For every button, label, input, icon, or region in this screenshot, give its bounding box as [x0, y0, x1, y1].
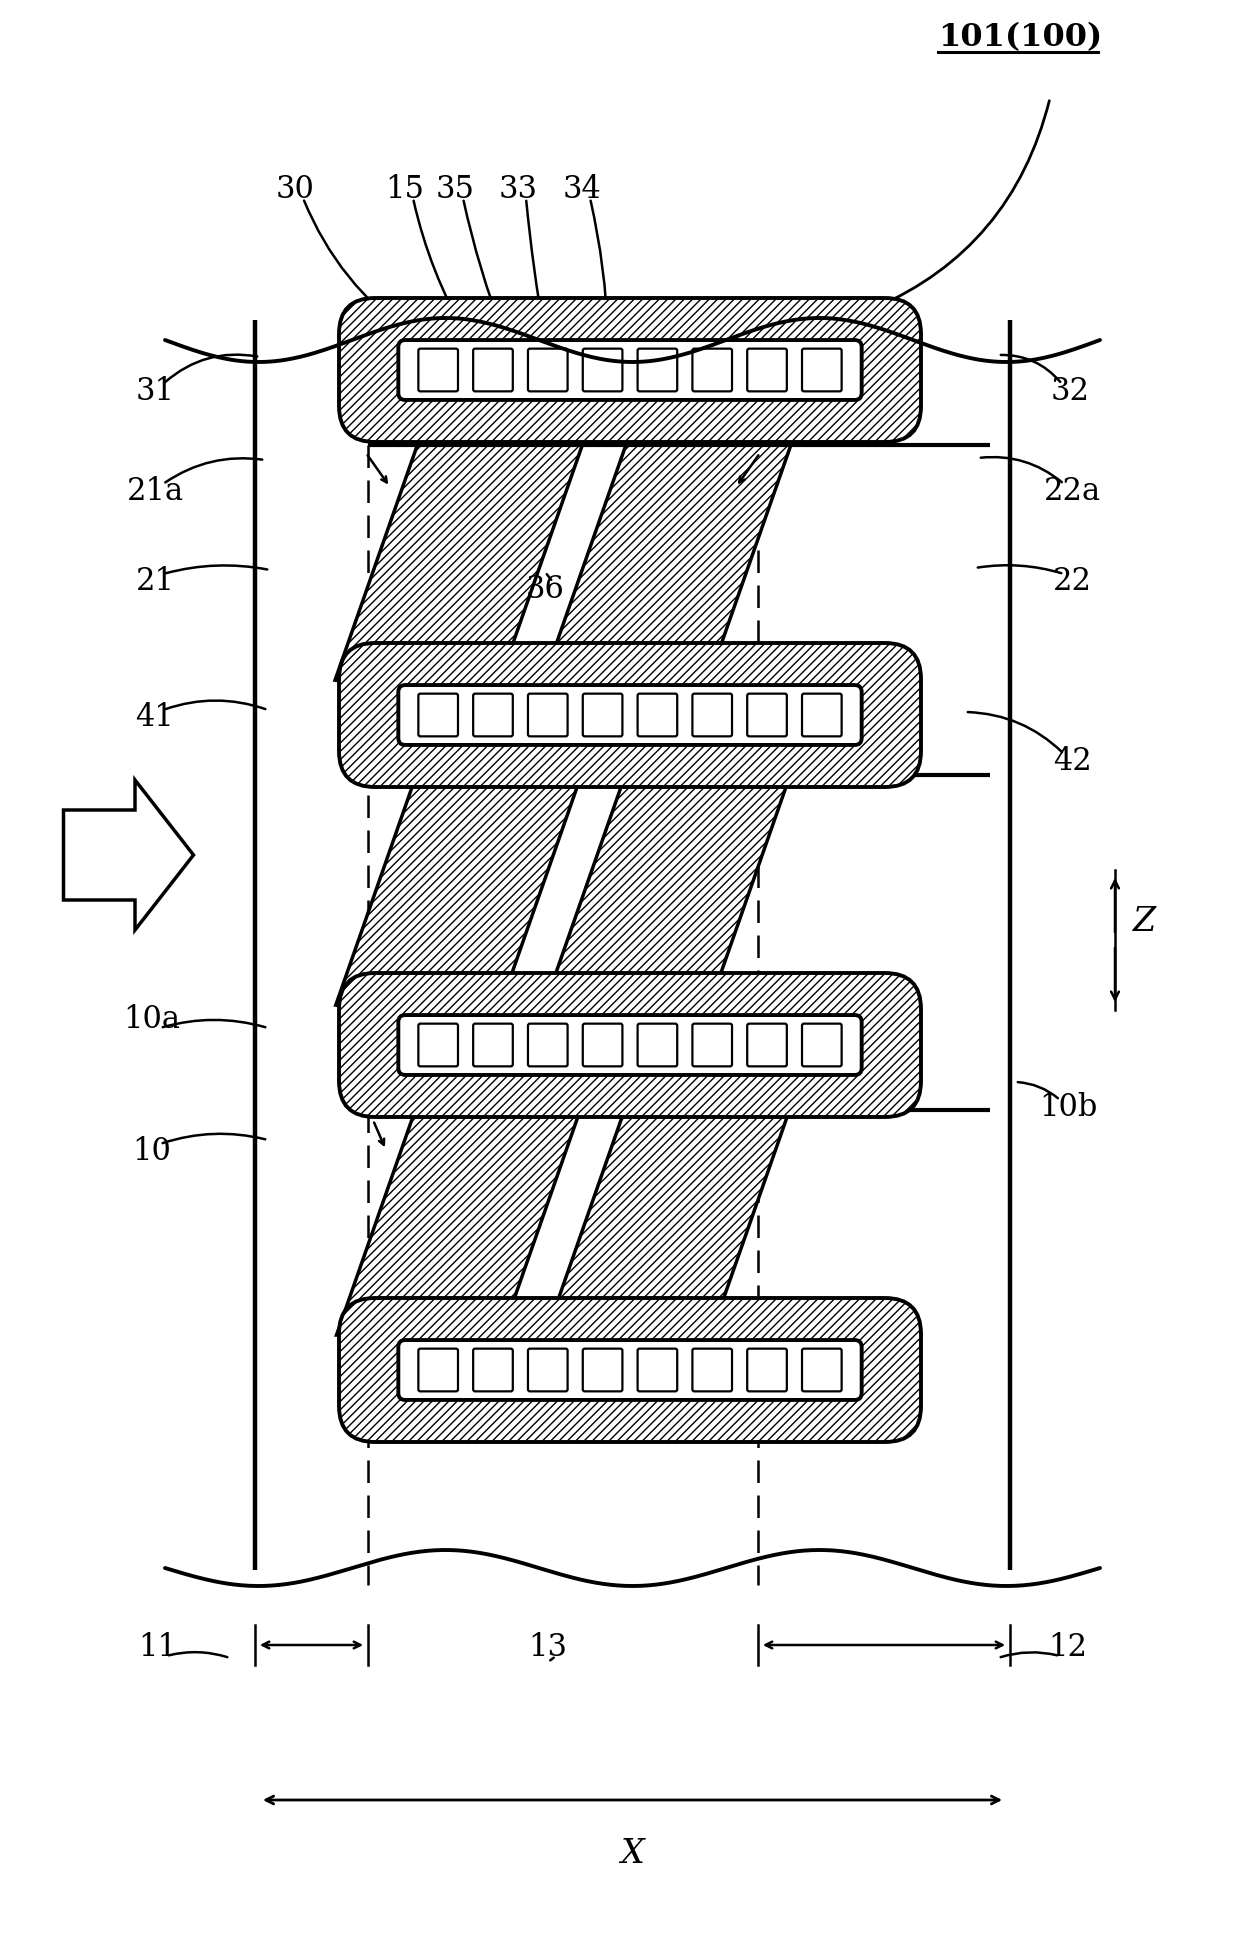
Text: 15: 15: [386, 174, 424, 205]
FancyBboxPatch shape: [692, 349, 732, 391]
Text: 42: 42: [1053, 746, 1091, 777]
FancyBboxPatch shape: [339, 1298, 921, 1441]
FancyBboxPatch shape: [528, 1023, 568, 1067]
FancyBboxPatch shape: [528, 1348, 568, 1391]
FancyBboxPatch shape: [418, 1023, 458, 1067]
FancyBboxPatch shape: [528, 693, 568, 736]
FancyBboxPatch shape: [748, 349, 787, 391]
Text: 22a: 22a: [1043, 477, 1101, 507]
Polygon shape: [544, 775, 790, 1005]
FancyBboxPatch shape: [637, 1023, 677, 1067]
Text: 34: 34: [563, 174, 601, 205]
Polygon shape: [335, 446, 583, 680]
FancyBboxPatch shape: [398, 686, 862, 746]
Text: 12: 12: [1049, 1633, 1087, 1664]
FancyBboxPatch shape: [418, 693, 458, 736]
FancyBboxPatch shape: [474, 693, 513, 736]
Text: 33: 33: [498, 174, 537, 205]
Text: 35: 35: [435, 174, 475, 205]
FancyBboxPatch shape: [339, 972, 921, 1118]
Text: Z: Z: [1133, 907, 1156, 938]
Polygon shape: [63, 781, 193, 930]
FancyBboxPatch shape: [802, 1023, 842, 1067]
FancyBboxPatch shape: [802, 349, 842, 391]
Text: 41: 41: [135, 703, 175, 734]
FancyBboxPatch shape: [583, 1348, 622, 1391]
Text: 21: 21: [135, 566, 175, 597]
Text: 10b: 10b: [1039, 1092, 1097, 1123]
FancyBboxPatch shape: [528, 349, 568, 391]
FancyBboxPatch shape: [474, 1023, 513, 1067]
Text: 10a: 10a: [124, 1005, 181, 1036]
FancyBboxPatch shape: [802, 1348, 842, 1391]
FancyBboxPatch shape: [398, 1015, 862, 1075]
FancyBboxPatch shape: [748, 693, 787, 736]
Text: 32: 32: [1050, 376, 1090, 407]
FancyBboxPatch shape: [339, 298, 921, 442]
Text: 30: 30: [275, 174, 315, 205]
FancyBboxPatch shape: [748, 1348, 787, 1391]
Text: 11: 11: [139, 1633, 177, 1664]
FancyBboxPatch shape: [339, 643, 921, 786]
FancyBboxPatch shape: [802, 693, 842, 736]
Text: 31: 31: [135, 376, 175, 407]
FancyBboxPatch shape: [398, 341, 862, 399]
FancyBboxPatch shape: [474, 1348, 513, 1391]
Polygon shape: [543, 446, 791, 680]
Text: 22: 22: [1053, 566, 1091, 597]
Text: 101(100): 101(100): [937, 23, 1102, 54]
FancyBboxPatch shape: [474, 349, 513, 391]
FancyBboxPatch shape: [637, 349, 677, 391]
FancyBboxPatch shape: [748, 1023, 787, 1067]
Text: 10: 10: [133, 1137, 171, 1168]
FancyBboxPatch shape: [583, 1023, 622, 1067]
Text: X: X: [621, 1838, 645, 1869]
FancyBboxPatch shape: [692, 1348, 732, 1391]
FancyBboxPatch shape: [418, 349, 458, 391]
Polygon shape: [336, 775, 582, 1005]
Text: 36: 36: [526, 575, 564, 606]
FancyBboxPatch shape: [418, 1348, 458, 1391]
FancyBboxPatch shape: [583, 693, 622, 736]
FancyBboxPatch shape: [583, 349, 622, 391]
FancyBboxPatch shape: [637, 693, 677, 736]
Text: 13: 13: [528, 1633, 568, 1664]
Polygon shape: [546, 1110, 790, 1335]
FancyBboxPatch shape: [692, 1023, 732, 1067]
FancyBboxPatch shape: [692, 693, 732, 736]
FancyBboxPatch shape: [637, 1348, 677, 1391]
Text: 21a: 21a: [126, 477, 184, 507]
FancyBboxPatch shape: [398, 1340, 862, 1400]
Polygon shape: [336, 1110, 580, 1335]
